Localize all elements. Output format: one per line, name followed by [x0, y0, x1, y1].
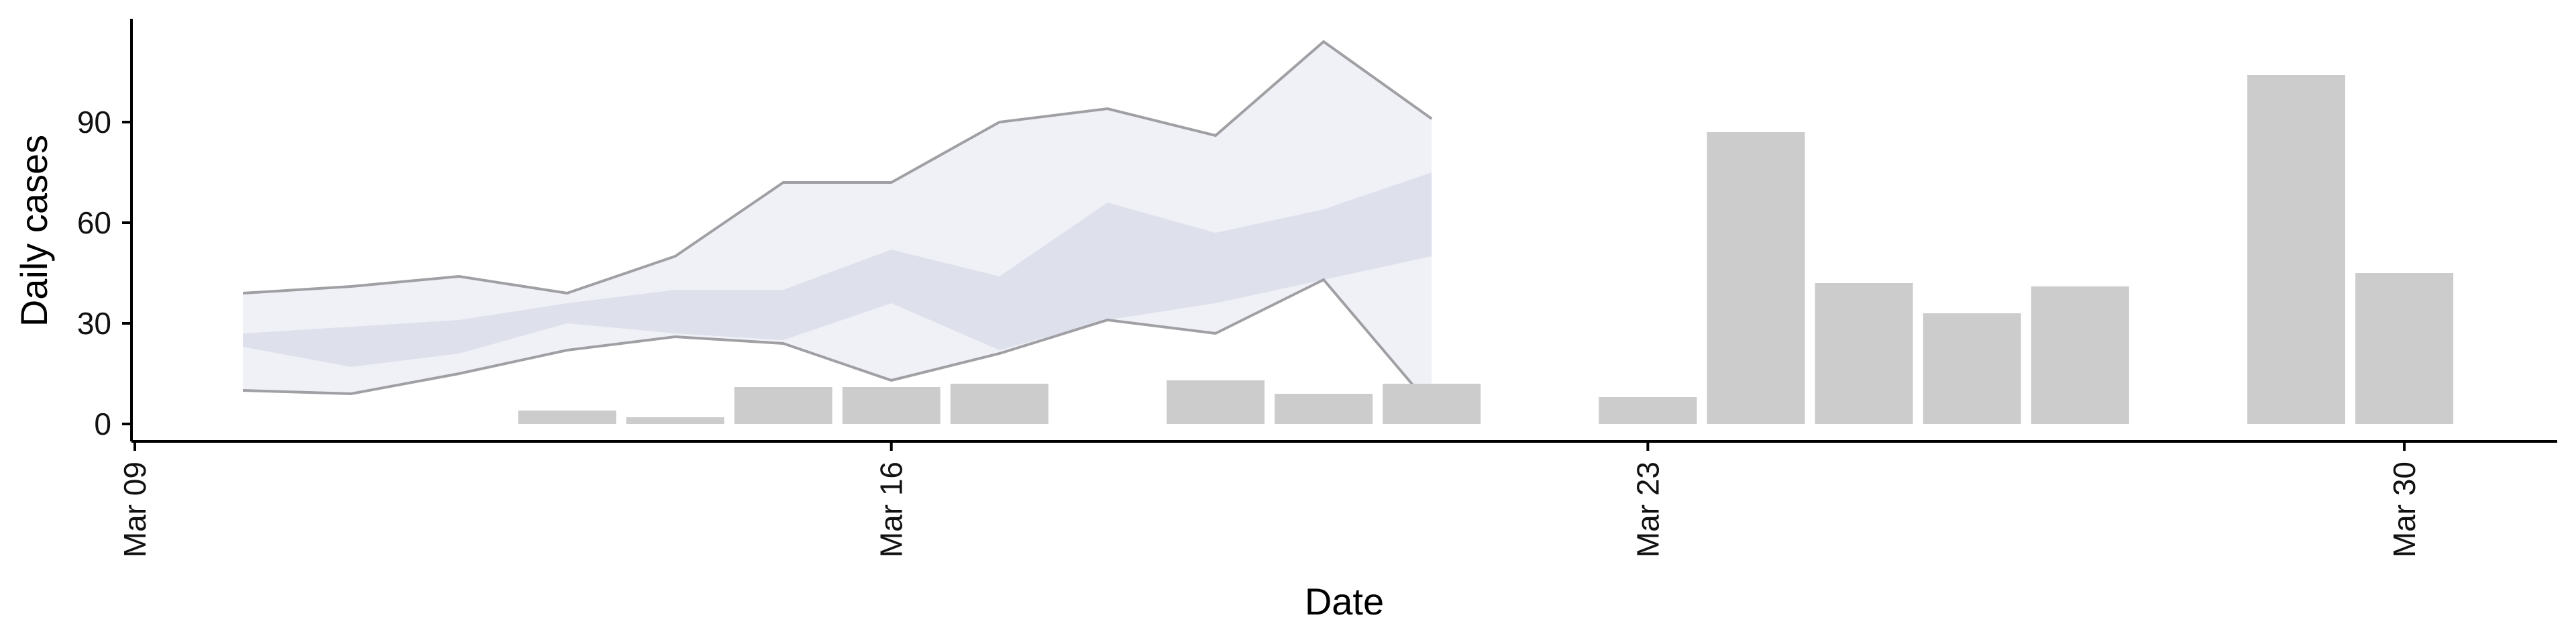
daily-case-bars [518, 75, 2454, 424]
x-axis-title: Date [1305, 580, 1384, 623]
bar [2031, 286, 2129, 424]
outer-interval-band [243, 42, 1432, 407]
bar [1707, 132, 1805, 424]
bar [1275, 394, 1373, 424]
x-tick-label: Mar 30 [2387, 462, 2422, 557]
bar [626, 417, 724, 424]
outer-upper-line [242, 40, 1433, 295]
bar [950, 384, 1049, 424]
x-tick-label: Mar 16 [874, 462, 909, 557]
inner-interval-band [243, 172, 1432, 367]
y-tick-label: 30 [77, 306, 111, 341]
bar [842, 387, 941, 424]
bar [518, 411, 616, 424]
bar [2355, 273, 2454, 424]
y-axis-title: Daily cases [13, 135, 55, 327]
bar [1383, 384, 1481, 424]
y-tick-label: 60 [77, 205, 111, 240]
bar [1599, 397, 1697, 424]
outer-lower-line [243, 278, 1433, 409]
prediction-bands [242, 40, 1433, 409]
x-tick-label: Mar 09 [117, 462, 152, 557]
x-tick-label: Mar 23 [1630, 462, 1665, 557]
bar [1815, 283, 1913, 424]
y-tick-label: 90 [77, 105, 111, 140]
y-tick-label: 0 [94, 407, 111, 441]
axes [130, 19, 2557, 443]
bar [1923, 313, 2021, 424]
x-ticks: Mar 09 Mar 16 Mar 23 Mar 30 [117, 441, 2422, 557]
bar [734, 387, 833, 424]
bar [2247, 75, 2345, 424]
bar [1167, 380, 1265, 424]
y-ticks: 0 30 60 90 [77, 105, 131, 441]
